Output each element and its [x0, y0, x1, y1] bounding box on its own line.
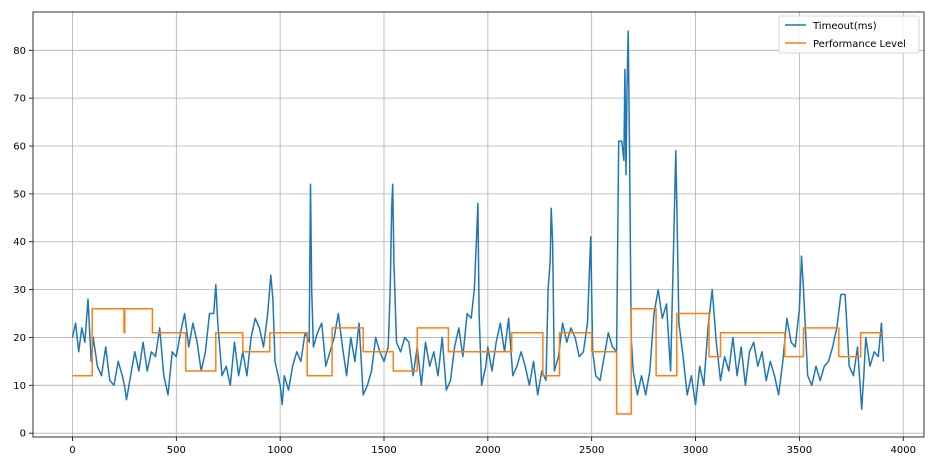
y-tick-label: 80	[13, 46, 26, 57]
y-tick-label: 40	[13, 237, 26, 248]
y-tick-label: 70	[13, 94, 26, 105]
x-tick-label: 3000	[683, 445, 708, 456]
y-tick-label: 20	[13, 333, 26, 344]
y-tick-label: 30	[13, 285, 26, 296]
legend: Timeout(ms) Performance Level	[778, 15, 920, 54]
x-tick-label: 0	[69, 445, 75, 456]
legend-label-timeout: Timeout(ms)	[812, 21, 877, 32]
x-tick-label: 3500	[787, 445, 812, 456]
y-tick-label: 50	[13, 189, 26, 200]
series-line-timeout	[71, 30, 885, 410]
y-tick-label: 10	[13, 381, 26, 392]
plot-frame	[32, 11, 925, 438]
x-tick-label: 1000	[267, 445, 292, 456]
y-tick-label: 0	[20, 429, 26, 440]
axis-ticks: 0 500 1000 1500 2000 2500 3000 3500 4000 0 10 20 30 4…	[13, 46, 916, 456]
x-tick-label: 500	[167, 445, 186, 456]
x-tick-label: 2500	[579, 445, 604, 456]
x-tick-label: 2000	[475, 445, 500, 456]
x-tick-label: 4000	[891, 445, 916, 456]
x-tick-label: 1500	[371, 445, 396, 456]
legend-label-performance: Performance Level	[813, 39, 906, 50]
y-tick-label: 60	[13, 142, 26, 153]
legend-box	[778, 15, 920, 54]
series-line-performance-level	[72, 307, 884, 415]
series-lines	[71, 30, 885, 415]
